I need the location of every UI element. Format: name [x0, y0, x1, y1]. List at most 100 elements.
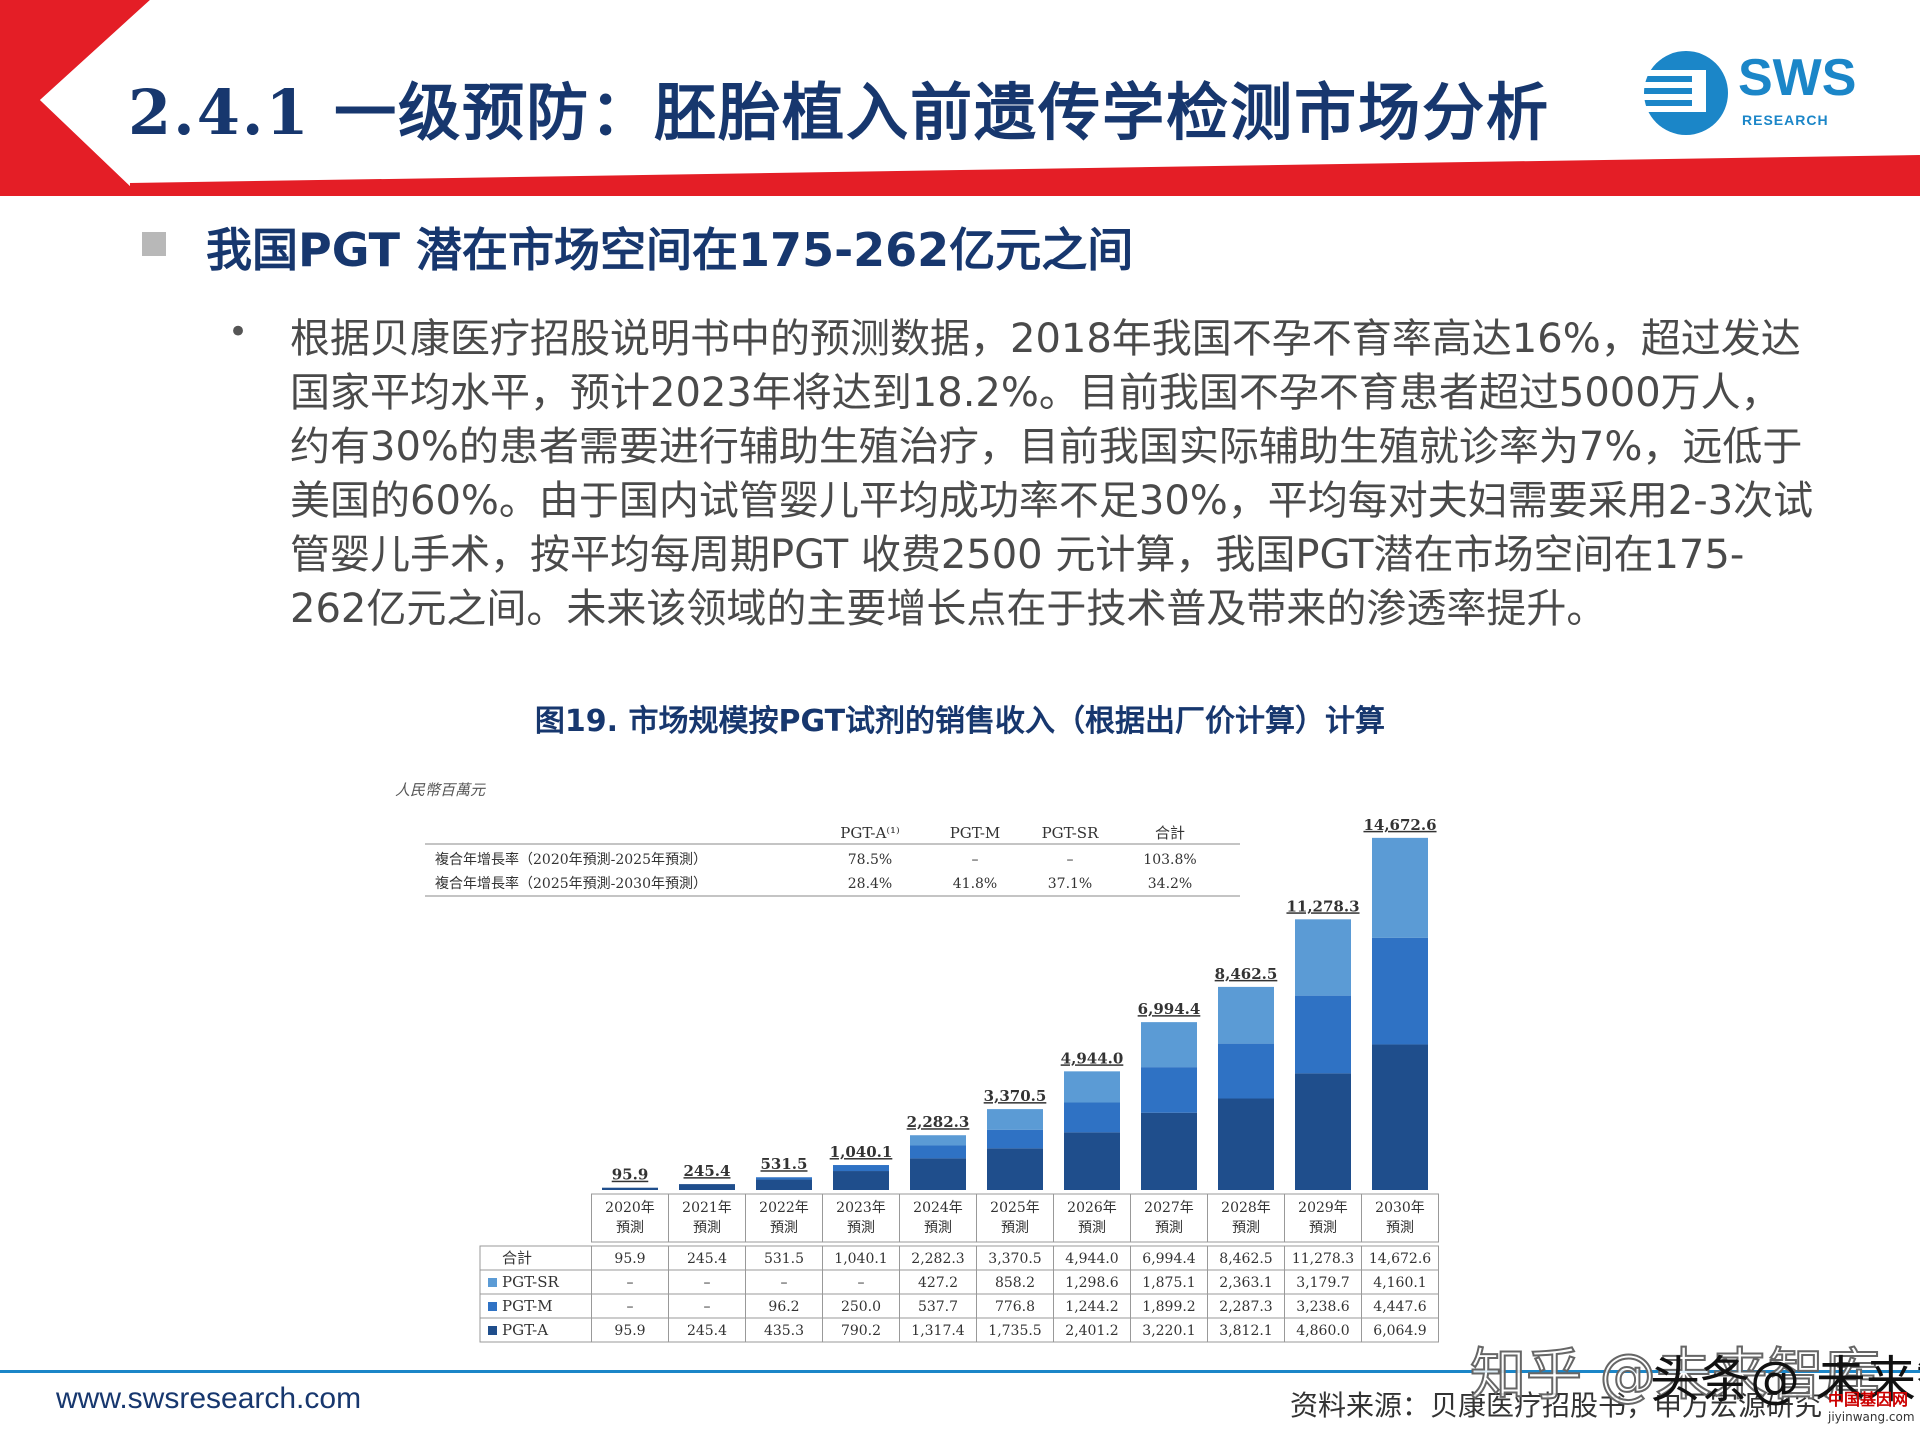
table-cell-value: 11,278.3: [1292, 1251, 1354, 1267]
table-cell-value: –: [781, 1275, 788, 1291]
legend-swatch: [488, 1326, 497, 1335]
table-cell-value: 4,860.0: [1296, 1323, 1349, 1339]
bar-segment-pgt-m: [987, 1129, 1043, 1149]
table-row-label: 合計: [502, 1249, 532, 1267]
category-label-sub: 預測: [616, 1220, 644, 1236]
category-header-cell: [1361, 1193, 1439, 1243]
table-cell-value: 2,287.3: [1219, 1299, 1272, 1315]
table-cell-value: 95.9: [614, 1251, 645, 1267]
category-label-sub: 預測: [924, 1220, 952, 1236]
table-cell-value: –: [704, 1299, 711, 1315]
table-cell-value: 531.5: [764, 1251, 804, 1267]
bar-segment-pgt-a: [756, 1179, 812, 1190]
table-cell-value: 8,462.5: [1219, 1251, 1272, 1267]
category-label-sub: 預測: [1078, 1220, 1106, 1236]
category-label-sub: 預測: [847, 1220, 875, 1236]
table-cell-value: 427.2: [918, 1275, 958, 1291]
table-cell-value: –: [627, 1275, 634, 1291]
legend-swatch: [488, 1278, 497, 1287]
category-label: 2026年: [1067, 1200, 1117, 1216]
table-cell-value: 2,363.1: [1219, 1275, 1272, 1291]
cagr-cell: 78.5%: [848, 852, 892, 868]
bar-segment-pgt-m: [756, 1177, 812, 1180]
bar-segment-pgt-sr: [987, 1109, 1043, 1130]
table-cell-value: 245.4: [687, 1323, 727, 1339]
bar-segment-pgt-a: [1141, 1112, 1197, 1190]
bar-segment-pgt-m: [1372, 937, 1428, 1045]
header-white-panel: [40, 0, 1920, 186]
bar-segment-pgt-sr: [1064, 1071, 1120, 1103]
category-label-sub: 預測: [693, 1220, 721, 1236]
category-label: 2022年: [759, 1200, 809, 1216]
table-row-label: PGT-A: [502, 1321, 548, 1339]
table-cell-value: 4,160.1: [1373, 1275, 1426, 1291]
bar-total-label: 11,278.3: [1286, 897, 1359, 915]
table-cell-value: 2,282.3: [911, 1251, 964, 1267]
table-cell-value: 14,672.6: [1369, 1251, 1431, 1267]
logo-wordmark: SWS: [1738, 49, 1857, 107]
bar-segment-pgt-m: [1141, 1067, 1197, 1113]
table-cell-value: 245.4: [687, 1251, 727, 1267]
table-cell-value: 3,179.7: [1296, 1275, 1349, 1291]
table-cell-value: 96.2: [768, 1299, 799, 1315]
category-label-sub: 預測: [1309, 1220, 1337, 1236]
category-label: 2028年: [1221, 1200, 1271, 1216]
bar-total-label: 95.9: [612, 1166, 649, 1184]
table-cell-value: 3,220.1: [1142, 1323, 1195, 1339]
category-label: 2024年: [913, 1200, 963, 1216]
category-label: 2029年: [1298, 1200, 1348, 1216]
bar-segment-pgt-a: [910, 1158, 966, 1190]
category-label: 2023年: [836, 1200, 886, 1216]
category-label: 2027年: [1144, 1200, 1194, 1216]
table-cell-value: 790.2: [841, 1323, 881, 1339]
square-bullet-icon: [142, 232, 166, 256]
watermark-toutiao: 头条@ 未来智库: [1650, 1351, 1920, 1409]
cagr-cell: 複合年增長率（2020年預測-2025年預測）: [435, 851, 707, 868]
table-cell-value: 858.2: [995, 1275, 1035, 1291]
cagr-cell: –: [972, 852, 979, 868]
category-label-sub: 預測: [1386, 1220, 1414, 1236]
category-label: 2030年: [1375, 1200, 1425, 1216]
bar-segment-pgt-m: [1064, 1102, 1120, 1133]
figure-title: 图19. 市场规模按PGT试剂的销售收入（根据出厂价计算）计算: [534, 704, 1386, 739]
bar-segment-pgt-m: [833, 1165, 889, 1172]
table-row: [479, 1317, 1439, 1343]
watermark-site-name: 中国基因网: [1828, 1390, 1909, 1409]
table-cell-value: 537.7: [918, 1299, 958, 1315]
bar-segment-pgt-a: [602, 1187, 658, 1190]
table-row-label: PGT-SR: [502, 1273, 559, 1291]
cagr-header-cell: PGT-M: [950, 824, 1001, 842]
bar-total-label: 6,994.4: [1138, 1000, 1201, 1018]
category-label-sub: 預測: [1232, 1220, 1260, 1236]
cagr-cell: 28.4%: [848, 876, 892, 892]
table-cell-value: 95.9: [614, 1323, 645, 1339]
bar-segment-pgt-sr: [1372, 837, 1428, 938]
sws-logo-icon: [1644, 51, 1728, 135]
table-cell-value: 1,875.1: [1142, 1275, 1195, 1291]
sws-logo: SWS RESEARCH: [1640, 48, 1880, 138]
bar-total-label: 14,672.6: [1363, 816, 1436, 834]
table-cell-value: 1,735.5: [988, 1323, 1041, 1339]
category-label-sub: 預測: [1001, 1220, 1029, 1236]
header-red-swoosh: [0, 0, 1920, 196]
cagr-cell: 複合年增長率（2025年預測-2030年預測）: [435, 875, 707, 892]
table-cell-value: –: [627, 1299, 634, 1315]
cagr-cell: –: [1067, 852, 1074, 868]
bar-total-label: 8,462.5: [1215, 965, 1278, 983]
cagr-cell: 34.2%: [1148, 876, 1192, 892]
cagr-cell: 103.8%: [1143, 852, 1196, 868]
bar-segment-pgt-a: [1295, 1073, 1351, 1190]
bar-segment-pgt-sr: [1218, 986, 1274, 1044]
bar-segment-pgt-m: [910, 1145, 966, 1159]
source-note: 资料来源：贝康医疗招股书，申万宏源研究: [1290, 1389, 1823, 1422]
category-label-sub: 預測: [770, 1220, 798, 1236]
footer-url[interactable]: www.swsresearch.com: [56, 1382, 362, 1415]
bar-segment-pgt-a: [1218, 1098, 1274, 1190]
cagr-cell: 37.1%: [1048, 876, 1092, 892]
page-title: 2.4.1 一级预防：胚胎植入前遗传学检测市场分析: [128, 76, 1551, 149]
table-cell-value: 4,447.6: [1373, 1299, 1427, 1315]
cagr-header-cell: 合計: [1155, 824, 1185, 842]
bar-segment-pgt-a: [1372, 1044, 1428, 1190]
bar-segment-pgt-m: [1218, 1043, 1274, 1099]
table-cell-value: 776.8: [995, 1299, 1035, 1315]
